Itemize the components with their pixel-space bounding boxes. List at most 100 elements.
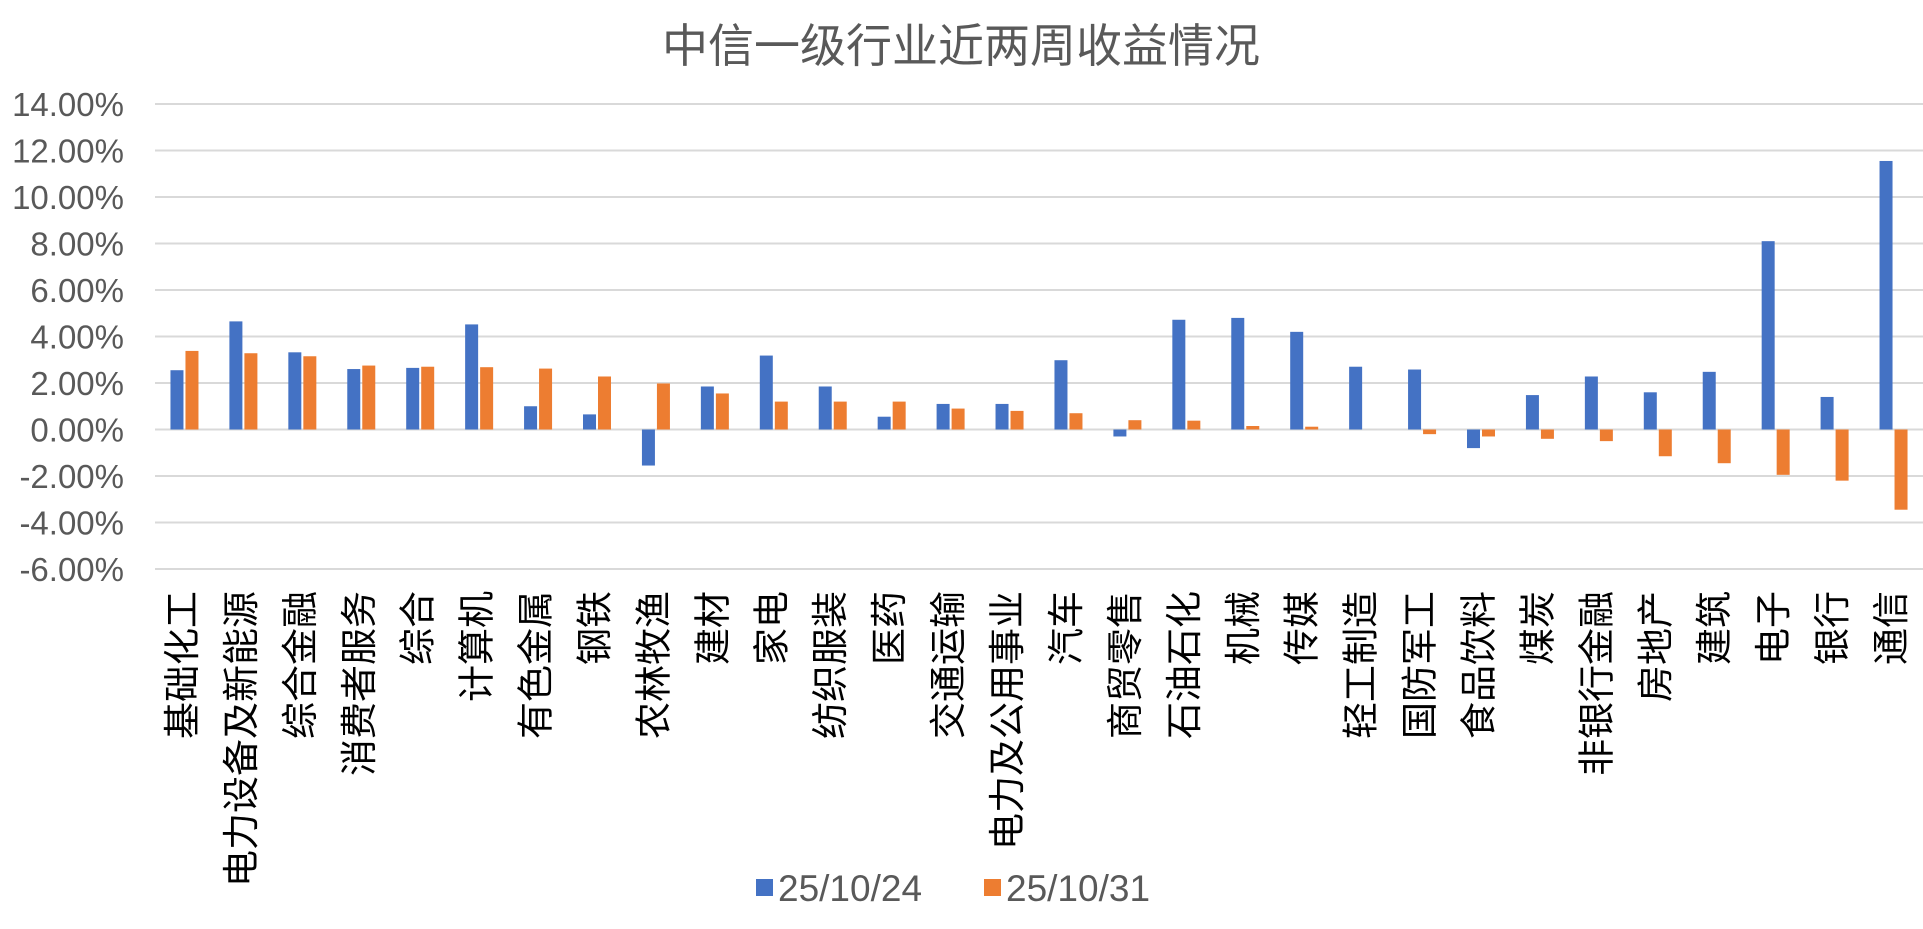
x-category-label: 纺织服装 xyxy=(809,591,852,739)
x-category-label: 建材 xyxy=(691,591,734,665)
y-tick-label: 2.00% xyxy=(30,365,124,402)
bar-series1 xyxy=(406,367,420,430)
bar-series2 xyxy=(1540,429,1554,439)
x-category-label: 传媒 xyxy=(1281,591,1324,665)
legend-swatch xyxy=(984,879,1001,896)
x-category-label: 基础化工 xyxy=(161,591,204,739)
x-category-label: 家电 xyxy=(750,591,793,665)
bar-series1 xyxy=(1408,369,1422,430)
legend-label: 25/10/31 xyxy=(1006,868,1150,909)
bar-series2 xyxy=(598,376,611,430)
x-category-label: 综合 xyxy=(397,591,440,665)
bar-series2 xyxy=(892,401,906,430)
bar-series2 xyxy=(833,401,847,430)
bar-series2 xyxy=(244,353,258,430)
bar-series2 xyxy=(715,393,729,430)
y-tick-label: 10.00% xyxy=(12,179,124,216)
x-category-label: 汽车 xyxy=(1045,591,1088,665)
bar-series2 xyxy=(1069,413,1083,430)
bar-series2 xyxy=(421,366,435,430)
bar-series1 xyxy=(759,355,773,430)
bar-series1 xyxy=(170,370,184,430)
x-category-label: 消费者服务 xyxy=(338,591,381,776)
bar-series2 xyxy=(1835,429,1849,481)
legend: 25/10/24 25/10/31 xyxy=(756,868,1150,909)
x-category-label: 交通运输 xyxy=(927,591,970,739)
bar-series2 xyxy=(185,350,199,430)
bar-series1 xyxy=(288,352,302,430)
x-category-label: 电力及公用事业 xyxy=(986,591,1029,850)
x-category-label: 计算机 xyxy=(456,591,499,702)
bar-series1 xyxy=(1054,360,1068,430)
bar-series2 xyxy=(303,356,317,430)
x-category-label: 机械 xyxy=(1222,591,1265,665)
bar-series1 xyxy=(641,429,655,466)
legend-label: 25/10/24 xyxy=(778,868,922,909)
x-category-label: 电力设备及新能源 xyxy=(220,591,263,887)
bar-series2 xyxy=(1187,420,1201,430)
bar-series1 xyxy=(1525,395,1539,430)
bar-series2 xyxy=(1482,429,1495,437)
bar-series1 xyxy=(1702,371,1716,430)
gridlines xyxy=(155,103,1923,570)
bar-series1 xyxy=(1467,429,1480,449)
bar-series2 xyxy=(774,401,788,430)
y-tick-label: 8.00% xyxy=(30,226,124,263)
x-category-label: 煤炭 xyxy=(1516,591,1559,665)
y-tick-label: -4.00% xyxy=(19,505,124,542)
x-category-label: 商贸零售 xyxy=(1104,591,1147,739)
y-tick-label: -6.00% xyxy=(19,551,124,588)
bar-series2 xyxy=(1128,420,1142,430)
x-category-label: 综合金融 xyxy=(279,591,322,739)
bar-series1 xyxy=(1761,241,1775,430)
bar-series2 xyxy=(1658,429,1672,457)
x-category-label: 建筑 xyxy=(1693,591,1736,665)
bar-series2 xyxy=(1894,429,1908,510)
bar-series1 xyxy=(1172,319,1186,430)
bar-series2 xyxy=(656,383,670,430)
y-tick-label: -2.00% xyxy=(19,458,124,495)
bar-series1 xyxy=(229,321,243,430)
x-category-label: 轻工制造 xyxy=(1340,591,1383,739)
bar-series1 xyxy=(465,324,479,430)
x-axis-category-labels: 基础化工 电力设备及新能源 综合金融 消费者服务 综合 计算机 有色金属 钢铁 农林牧渔 建材 家电… xyxy=(161,591,1913,887)
x-category-label: 食品饮料 xyxy=(1458,591,1501,739)
bar-series1 xyxy=(1879,160,1893,430)
x-category-label: 钢铁 xyxy=(574,591,617,665)
bar-series1 xyxy=(347,369,361,430)
y-tick-label: 4.00% xyxy=(30,319,124,356)
bar-series2 xyxy=(1246,426,1260,430)
y-tick-label: 12.00% xyxy=(12,133,124,170)
bar-series2 xyxy=(1305,426,1319,430)
bar-series2 xyxy=(1776,429,1790,475)
x-category-label: 石油石化 xyxy=(1163,591,1206,739)
x-category-label: 电子 xyxy=(1752,591,1795,665)
x-category-label: 通信 xyxy=(1870,591,1913,665)
bar-series1 xyxy=(583,414,596,430)
bar-series2 xyxy=(480,367,494,430)
bar-series1 xyxy=(1290,331,1304,430)
y-tick-label: 0.00% xyxy=(30,412,124,449)
bar-series1 xyxy=(877,416,891,430)
bar-series2 xyxy=(362,365,376,430)
x-category-label: 农林牧渔 xyxy=(632,591,675,739)
bar-series1 xyxy=(818,386,832,430)
x-category-label: 有色金属 xyxy=(515,591,558,739)
bar-series1 xyxy=(1820,396,1834,430)
bar-series1 xyxy=(1231,317,1245,430)
chart-title: 中信一级行业近两周收益情况 xyxy=(662,19,1260,73)
bars xyxy=(170,160,1908,510)
bar-series2 xyxy=(1010,410,1024,430)
bar-series2 xyxy=(951,408,965,430)
bar-series1 xyxy=(1349,366,1363,430)
y-axis-tick-labels: -6.00% -4.00% -2.00% 0.00% 2.00% 4.00% 6.00% 8.… xyxy=(12,86,124,588)
x-category-label: 房地产 xyxy=(1634,591,1677,702)
legend-swatch xyxy=(756,879,773,896)
x-category-label: 非银行金融 xyxy=(1575,591,1618,776)
x-category-label: 银行 xyxy=(1811,591,1854,665)
bar-series1 xyxy=(524,406,538,430)
bar-series2 xyxy=(539,368,553,430)
bar-series1 xyxy=(936,403,950,430)
